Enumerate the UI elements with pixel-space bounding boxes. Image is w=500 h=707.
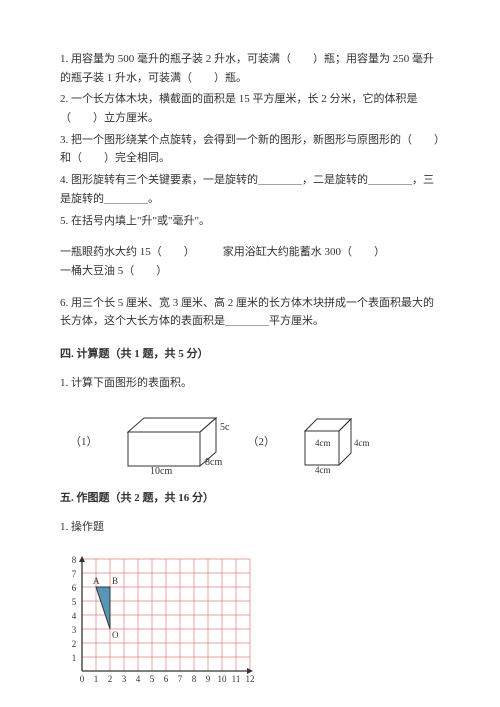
cube-figure: 4cm 4cm 4cm	[297, 413, 372, 473]
grid-container: 876543210123456789101112ABO	[64, 551, 440, 701]
question-1: 1. 用容量为 500 毫升的瓶子装 2 升水，可装满（ ）瓶；用容量为 250…	[60, 50, 440, 87]
figure-1-label: （1）	[70, 433, 98, 452]
section-4-q1: 1. 计算下面图形的表面积。	[60, 374, 440, 393]
question-5: 5. 在括号内填上"升"或"毫升"。	[60, 212, 440, 231]
svg-text:8: 8	[72, 555, 77, 565]
question-3: 3. 把一个图形绕某个点旋转，会得到一个新的图形，新图形与原图形的（ ）和（ ）…	[60, 131, 440, 168]
svg-text:A: A	[93, 576, 100, 586]
svg-text:6: 6	[164, 674, 169, 684]
svg-text:8: 8	[192, 674, 197, 684]
svg-text:5: 5	[150, 674, 155, 684]
question-4: 4. 图形旋转有三个关键要素，一是旋转的＿＿＿＿，二是旋转的＿＿＿＿，三是旋转的…	[60, 171, 440, 208]
svg-text:7: 7	[72, 569, 77, 579]
svg-text:4: 4	[72, 611, 77, 621]
height-label: 8cm	[205, 457, 222, 468]
svg-text:1: 1	[94, 674, 99, 684]
question-2: 2. 一个长方体木块，横截面的面积是 15 平方厘米，长 2 分米，它的体积是（…	[60, 90, 440, 127]
cube-side-1: 4cm	[315, 438, 331, 448]
svg-text:3: 3	[72, 625, 77, 635]
svg-text:6: 6	[72, 583, 77, 593]
section-5-title: 五. 作图题（共 2 题，共 16 分）	[60, 489, 440, 508]
svg-text:1: 1	[72, 653, 77, 663]
svg-text:9: 9	[206, 674, 211, 684]
section-4-title: 四. 计算题（共 1 题，共 5 分）	[60, 345, 440, 364]
section-5-q1: 1. 操作题	[60, 518, 440, 537]
width-label: 10cm	[150, 466, 172, 475]
question-5-row: 一瓶眼药水大约 15（ ） 家用浴缸大约能蓄水 300（ ）	[60, 243, 440, 262]
cube-side-3: 4cm	[315, 465, 331, 473]
grid-chart: 876543210123456789101112ABO	[64, 551, 264, 701]
svg-text:11: 11	[232, 674, 241, 684]
svg-text:B: B	[112, 576, 118, 586]
question-6: 6. 用三个长 5 厘米、宽 3 厘米、高 2 厘米的长方体木块拼成一个表面积最…	[60, 294, 440, 331]
cube-side-2: 4cm	[354, 438, 370, 448]
q5c-text: 一桶大豆油 5（ ）	[60, 262, 440, 281]
svg-text:7: 7	[178, 674, 183, 684]
svg-text:2: 2	[108, 674, 113, 684]
svg-text:3: 3	[122, 674, 127, 684]
q5a-text: 一瓶眼药水大约 15（ ）	[60, 243, 195, 262]
svg-text:5: 5	[72, 597, 77, 607]
depth-label: 5cm	[220, 422, 230, 433]
figures-row: （1） 5cm 8cm 10cm （2） 4cm 4cm 4cm	[70, 410, 440, 475]
svg-text:O: O	[112, 630, 119, 640]
svg-text:12: 12	[246, 674, 255, 684]
svg-text:10: 10	[218, 674, 228, 684]
svg-text:4: 4	[136, 674, 141, 684]
q5b-text: 家用浴缸大约能蓄水 300（ ）	[223, 243, 385, 262]
cuboid-figure: 5cm 8cm 10cm	[120, 410, 230, 475]
svg-text:0: 0	[80, 674, 85, 684]
figure-2-label: （2）	[248, 433, 276, 452]
svg-text:2: 2	[72, 639, 77, 649]
